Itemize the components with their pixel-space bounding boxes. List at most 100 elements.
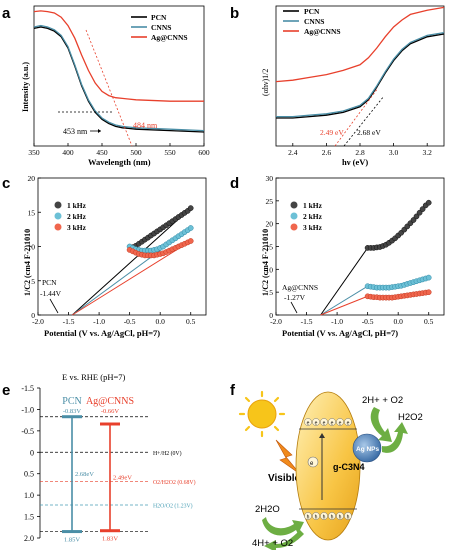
arrow-agcnns <box>290 301 298 314</box>
green-arrow-top-out <box>382 422 408 453</box>
legend-marker-2khz-c <box>54 212 62 220</box>
dashed-tangent-agcnns-b <box>334 87 379 147</box>
y-axis-label-a: Intensity (a.u.) <box>21 62 30 112</box>
hole-marker <box>336 512 344 520</box>
data-points-c <box>126 205 194 259</box>
legend-pcn: PCN <box>151 13 167 22</box>
x-ticks-a: 350 400 450 500 550 600 <box>28 143 210 157</box>
legend-1khz-c: 1 kHz <box>67 201 87 210</box>
x-tick-label-b: 3.0 <box>389 148 399 157</box>
x-tick-label-a: 400 <box>62 148 74 157</box>
panel-b: b 2.4 2.6 2.8 3.0 3.2 2.49 eV 2.68 eV PCN CN… <box>230 5 445 167</box>
annotation-484nm: 484 nm <box>133 121 158 130</box>
hole-marker <box>312 512 320 520</box>
e-tick-label: 0.5 <box>24 470 34 479</box>
y-tick-label-d: 20 <box>266 220 274 229</box>
green-arrow-bottom-in <box>262 517 304 536</box>
plot-frame-b <box>275 5 445 147</box>
band-category-0: PCN <box>62 396 81 407</box>
panel-f: f <box>230 382 423 550</box>
x-axis-label-a: Wavelength (nm) <box>88 157 151 167</box>
electron-symbol: e <box>315 421 318 427</box>
legend-agcnns-b: Ag@CNNS <box>304 27 341 36</box>
y-tick-label-d: 30 <box>266 174 274 183</box>
x-tick-label-b: 2.4 <box>288 148 298 157</box>
legend-marker-1khz-c <box>54 201 62 209</box>
ag-nps-label: Ag NPs <box>356 446 380 453</box>
annotation-268: 2.68 eV <box>357 128 381 137</box>
electron-marker <box>336 418 344 426</box>
x-axis-label-d: Potential (V vs. Ag/AgCl, pH=7) <box>282 328 398 338</box>
x-axis-label-c: Potential (V vs. Ag/AgCl, pH=7) <box>44 328 160 338</box>
g-c3n4-label: g-C3N4 <box>333 462 365 472</box>
electron-symbol-mid: e <box>310 461 314 467</box>
legend-marker-2khz-d <box>290 212 298 220</box>
fit-lines-d <box>320 247 369 316</box>
data-point-d-0 <box>425 199 432 206</box>
series-line-b-2 <box>275 6 445 83</box>
legend-b: PCN CNNS Ag@CNNS <box>283 7 341 36</box>
x-tick-label-a: 350 <box>28 148 40 157</box>
ag-nps-icon <box>352 433 382 463</box>
fit-line-d-1 <box>320 285 368 316</box>
legend-3khz-c: 3 kHz <box>67 223 87 232</box>
x-ticks-b: 2.4 2.6 2.8 3.0 3.2 <box>288 143 432 157</box>
axes-c: -2.0 -1.5 -1.0 -0.5 0.0 0.5 0 5 10 15 20 <box>28 174 196 326</box>
bandgap-label-1: 2.49eV <box>113 474 132 481</box>
annotation-144v: -1.44V <box>40 289 62 298</box>
dashed-tangent-pcn-b <box>343 95 385 147</box>
x-tick-label-c: -0.5 <box>124 317 136 326</box>
band-diagram: PCN-0.83V 2.68eV 1.85V Ag@CNNS-0.66V 2.49eV 1… <box>62 396 134 544</box>
y-tick-label-d: 0 <box>269 311 273 320</box>
fit-line-c-0 <box>71 207 192 316</box>
fit-line-d-0 <box>320 247 369 316</box>
bandgap-label-0: 2.68eV <box>75 471 94 478</box>
e-tick-label: -1.0 <box>21 405 34 414</box>
x-tick-label-c: 0.0 <box>155 317 165 326</box>
y-axis-label-b: (αhν)1/2 <box>261 69 270 96</box>
x-tick-label-b: 2.6 <box>322 148 332 157</box>
arrow-pcn <box>49 298 59 314</box>
x-tick-label-b: 3.2 <box>423 148 433 157</box>
reference-label-0: H+/H2 (0V) <box>153 450 182 457</box>
x-tick-label-c: -1.5 <box>63 317 75 326</box>
x-tick-label-a: 450 <box>96 148 108 157</box>
panel-label-f: f <box>230 382 236 399</box>
legend-2khz-d: 2 kHz <box>303 212 323 221</box>
electron-symbol: e <box>339 421 342 427</box>
x-tick-label-c: -1.0 <box>93 317 105 326</box>
x-tick-label-c: -2.0 <box>32 317 44 326</box>
x-tick-label-d: -0.5 <box>362 317 374 326</box>
cb-value-1: -0.66V <box>101 408 120 415</box>
y-tick-label-c: 5 <box>31 277 35 286</box>
oxygen-product-label: 4H+ + O2 <box>252 538 293 549</box>
cb-value-0: -0.83V <box>63 408 82 415</box>
x-tick-label-a: 550 <box>164 148 176 157</box>
data-point-d-1 <box>425 274 432 281</box>
panel-label-d: d <box>230 175 239 192</box>
data-point-d-2 <box>425 289 432 296</box>
panel-d: d -2.0 -1.5 -1.0 -0.5 0.0 0.5 0 5 10 15 20 25 30 1 k… <box>230 174 445 338</box>
series-line-a-2 <box>33 10 204 102</box>
legend-cnns-b: CNNS <box>304 17 324 26</box>
legend-pcn-b: PCN <box>304 7 320 16</box>
excitation-arrow-head <box>319 433 325 438</box>
reference-levels: H+/H2 (0V) O2/H2O2 (0.68V) H2O/O2 (1.23V) <box>40 416 196 532</box>
data-point-c-1 <box>187 225 194 231</box>
reference-label-1: O2/H2O2 (0.68V) <box>153 479 196 486</box>
y-tick-label-c: 20 <box>28 174 36 183</box>
vb-value-0: 1.85V <box>64 537 80 544</box>
y-axis-label-d: 1/C2 (cm4 F-2)1010 <box>261 229 270 296</box>
electron-symbol: e <box>307 421 310 427</box>
electron-marker <box>320 418 328 426</box>
panel-label-c: c <box>2 175 10 192</box>
panel-a: a 350 400 450 500 550 600 453 nm 484 nm PCN C… <box>2 5 210 167</box>
panel-label-a: a <box>2 5 11 22</box>
x-tick-label-d: -1.5 <box>301 317 313 326</box>
annotation-pcn: PCN <box>42 278 57 287</box>
x-axis-label-b: hν (eV) <box>342 157 368 167</box>
arrow-head-453 <box>98 129 101 133</box>
